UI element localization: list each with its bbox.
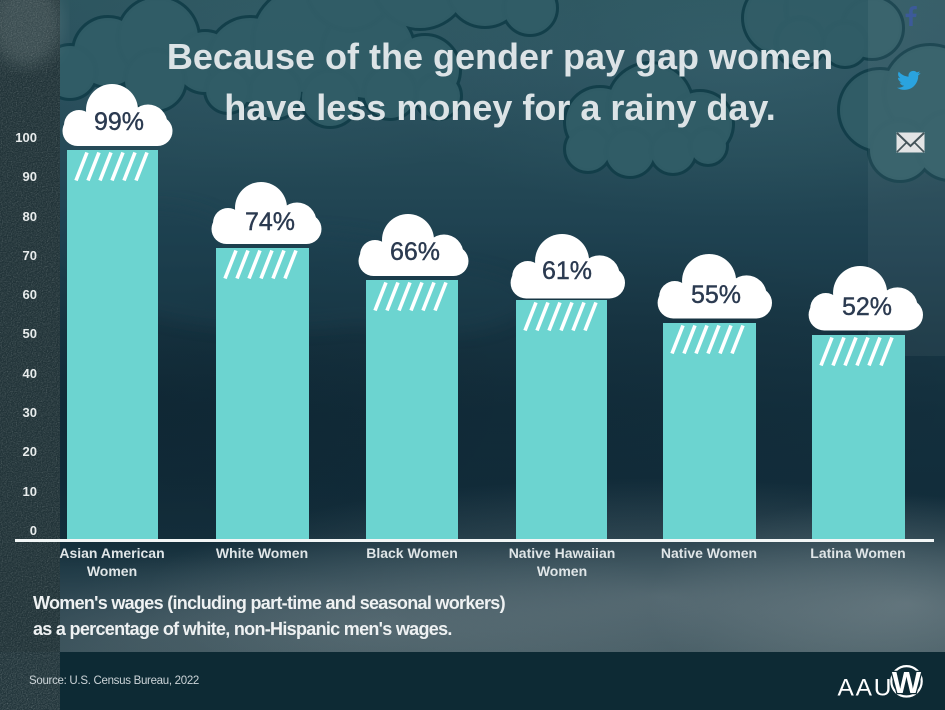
svg-text:52%: 52%: [842, 293, 892, 321]
svg-text:55%: 55%: [691, 281, 741, 309]
svg-text:99%: 99%: [94, 108, 144, 136]
svg-text:AAU: AAU: [838, 675, 894, 702]
svg-text:74%: 74%: [245, 208, 295, 236]
svg-text:W: W: [892, 665, 922, 700]
svg-text:66%: 66%: [390, 238, 440, 266]
svg-text:61%: 61%: [542, 257, 592, 285]
